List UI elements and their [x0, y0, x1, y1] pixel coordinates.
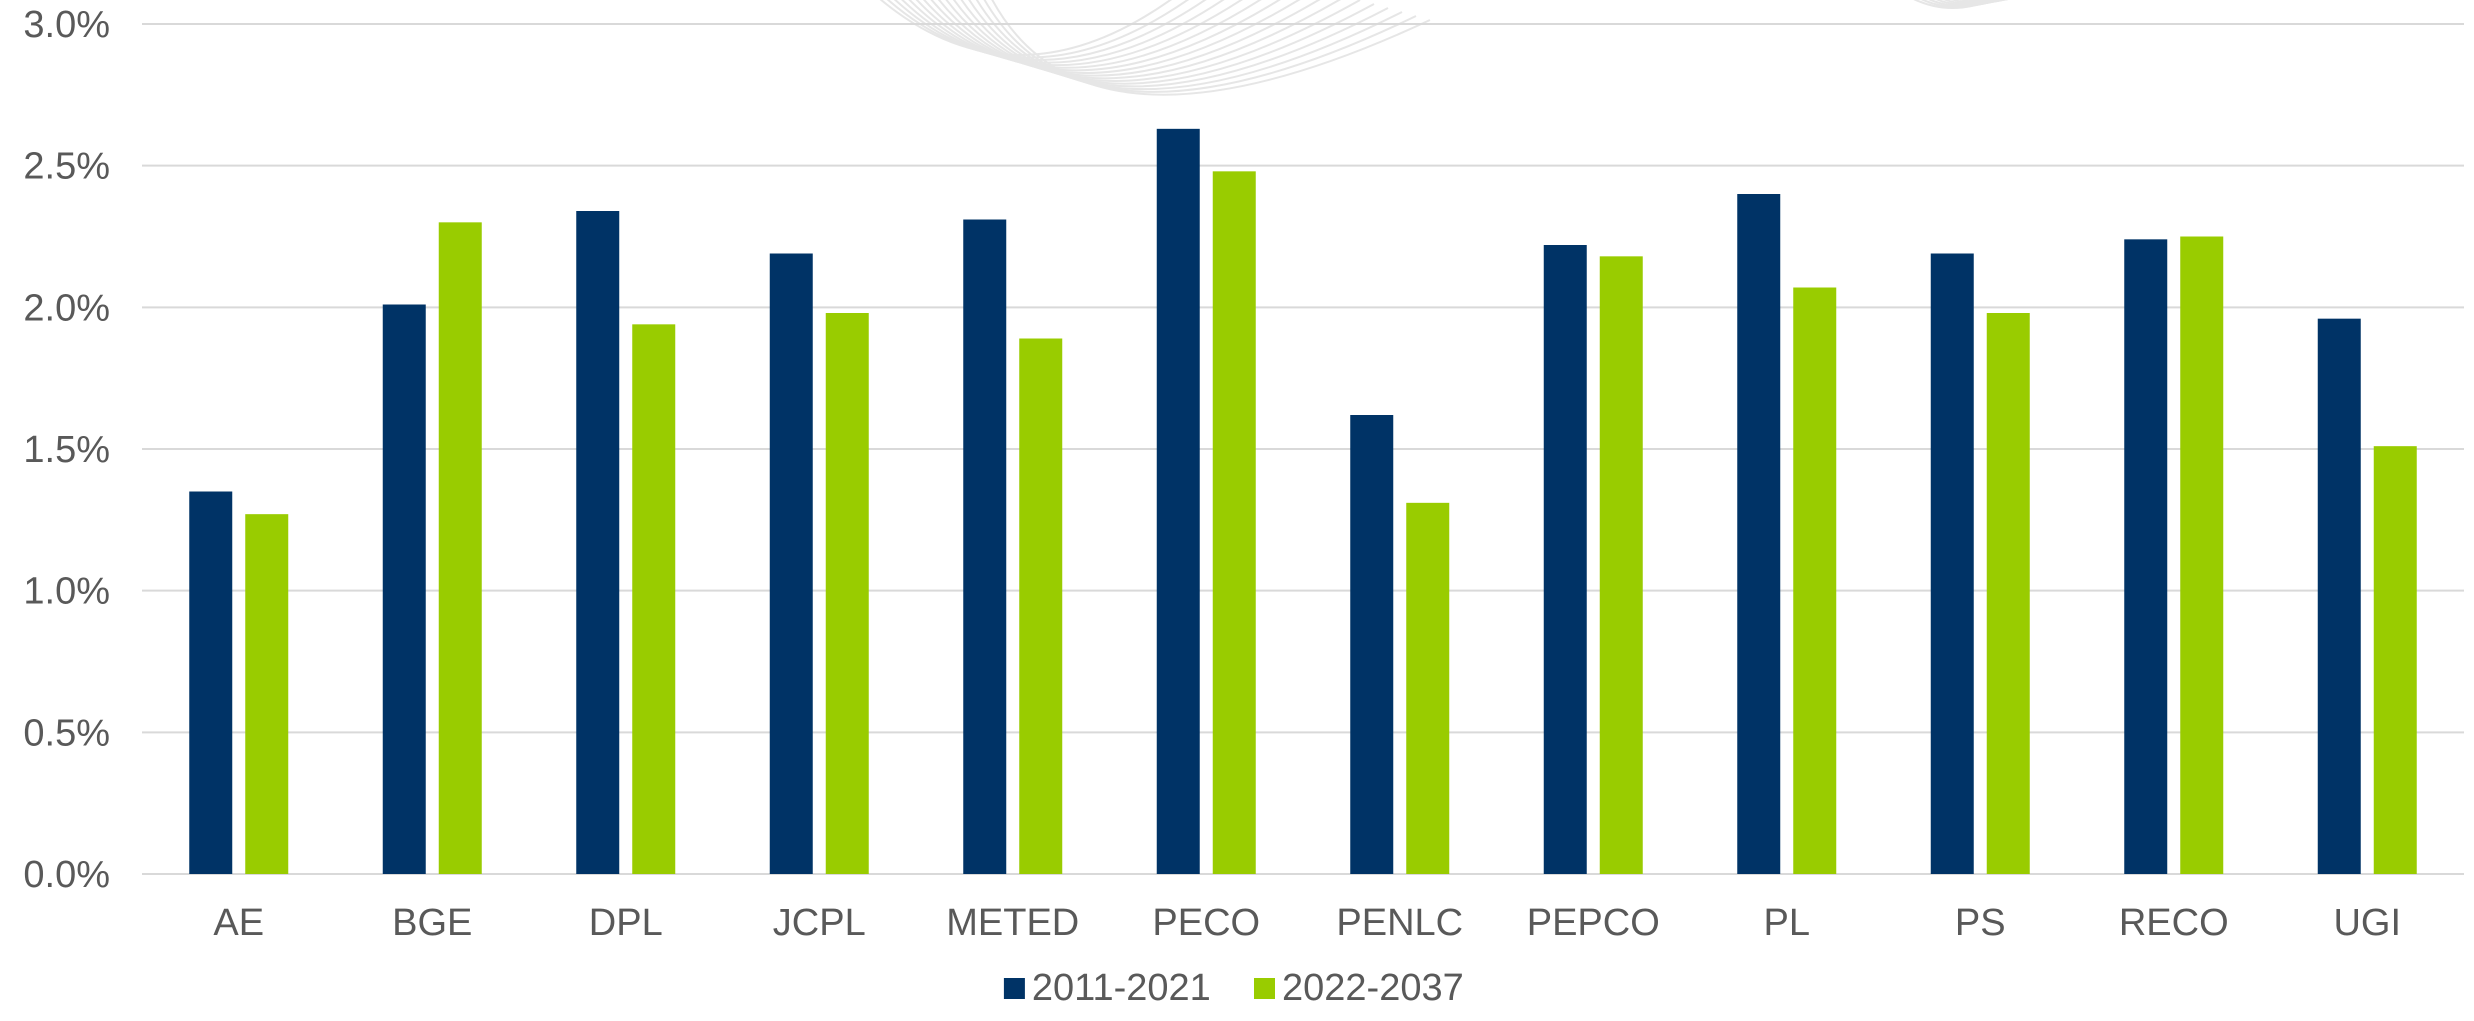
bar: [576, 211, 620, 874]
x-tick-label: BGE: [392, 902, 472, 944]
bar: [963, 219, 1007, 874]
bar: [1737, 194, 1781, 874]
x-tick-label: RECO: [2119, 902, 2229, 944]
bar: [1930, 253, 1974, 874]
bar: [1212, 171, 1256, 875]
x-tick-label: JCPL: [773, 902, 866, 944]
y-tick-label: 2.5%: [23, 146, 110, 188]
bar: [2373, 446, 2417, 874]
bar: [2317, 318, 2361, 875]
bar: [438, 222, 482, 875]
legend: 2011-2021 2022-2037: [1003, 967, 1464, 1009]
bar: [1986, 313, 2030, 874]
bar: [1350, 415, 1394, 874]
legend-label: 2011-2021: [1032, 967, 1211, 1009]
x-tick-label: PECO: [1152, 902, 1260, 944]
legend-swatch: [1254, 978, 1275, 999]
y-tick-label: 1.5%: [23, 429, 110, 471]
x-tick-label: UGI: [2333, 902, 2401, 944]
y-tick-label: 0.5%: [23, 712, 110, 754]
bar: [1793, 287, 1837, 874]
bar: [2124, 239, 2168, 875]
legend-label: 2022-2037: [1282, 967, 1464, 1009]
y-tick-label: 1.0%: [23, 571, 110, 613]
bar: [1156, 128, 1200, 875]
x-tick-label: PS: [1955, 902, 2006, 944]
x-tick-label: PL: [1764, 902, 1810, 944]
background-watermark: [879, 0, 2009, 96]
watermark-arc: [983, 0, 1417, 93]
legend-swatch: [1003, 978, 1025, 999]
bar: [825, 313, 869, 874]
watermark-arc: [938, 0, 1321, 77]
gridlines: [142, 23, 2464, 875]
bar: [1019, 338, 1063, 874]
x-tick-label: METED: [946, 902, 1079, 944]
watermark-arc: [991, 0, 1431, 96]
bar: [2180, 236, 2224, 874]
x-tick-label: PENLC: [1336, 902, 1463, 944]
x-tick-label: PEPCO: [1527, 902, 1660, 944]
watermark-arc: [945, 0, 1341, 80]
watermark-arc: [953, 0, 1361, 82]
x-axis-tick-labels: AE BGE DPL JCPL METED PECO PENLC PEPCO PL PS RECO U…: [213, 902, 2401, 944]
watermark-arc: [968, 0, 1389, 88]
x-tick-label: AE: [213, 902, 264, 944]
bar: [1543, 245, 1587, 874]
watermark-arc: [975, 0, 1403, 91]
bar: [245, 514, 289, 874]
watermark-arc: [879, 0, 1172, 56]
y-tick-label: 3.0%: [23, 4, 110, 46]
watermark-arc: [930, 0, 1301, 74]
bar: [769, 253, 813, 874]
y-axis-tick-labels: 0.0% 0.5% 1.0% 1.5% 2.0% 2.5% 3.0%: [23, 4, 110, 896]
x-tick-label: DPL: [589, 902, 663, 944]
bar: [632, 324, 676, 874]
bar: [1599, 256, 1643, 874]
bar: [189, 491, 233, 874]
y-tick-label: 2.0%: [23, 287, 110, 329]
y-tick-label: 0.0%: [23, 854, 110, 896]
bar: [1406, 502, 1450, 874]
bars: [189, 128, 2417, 875]
watermark-arc: [1967, 0, 2008, 2]
watermark-arc: [960, 0, 1375, 85]
watermark-arc: [923, 0, 1281, 72]
bar: [382, 304, 426, 874]
